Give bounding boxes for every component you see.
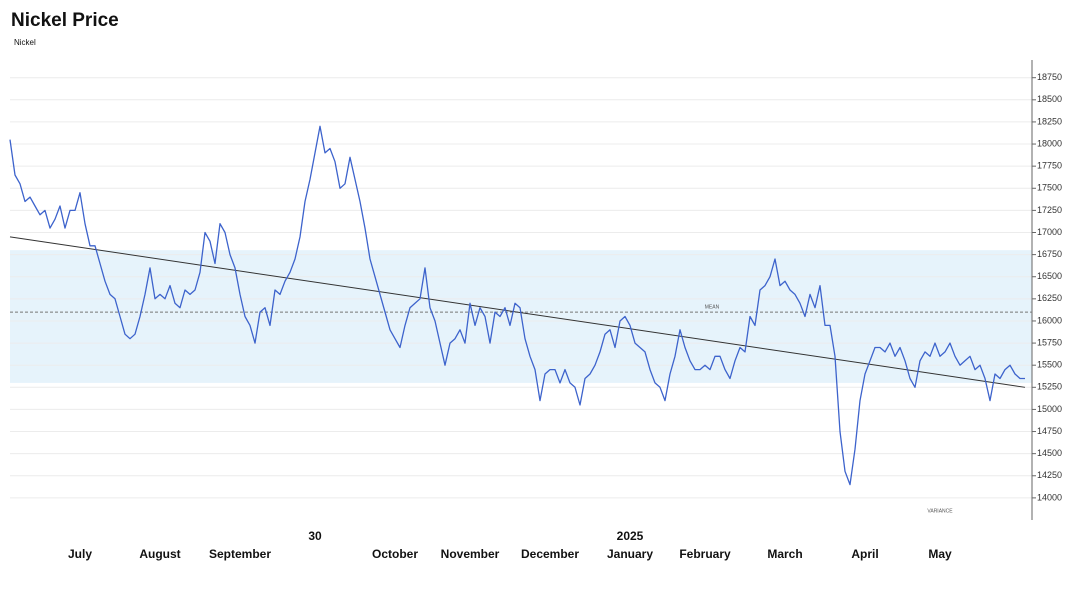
y-tick-label: 15000: [1037, 404, 1062, 414]
y-tick-label: 18000: [1037, 138, 1062, 148]
series-label: Nickel: [14, 38, 36, 47]
y-tick-label: 18500: [1037, 94, 1062, 104]
x-tick-label: October: [372, 547, 418, 561]
x-tick-label: May: [928, 547, 952, 561]
y-tick-label: 14250: [1037, 470, 1062, 480]
x-tick-label: March: [767, 547, 802, 561]
x-tick-label: August: [139, 547, 180, 561]
price-line: [9, 125, 1025, 486]
y-tick-label: 18250: [1037, 116, 1062, 126]
y-tick-label: 15750: [1037, 337, 1062, 347]
y-tick-label: 16750: [1037, 249, 1062, 259]
x-tick-label: January: [607, 547, 653, 561]
y-tick-label: 18750: [1037, 72, 1062, 82]
y-tick-label: 15250: [1037, 382, 1062, 392]
x-tick-label: July: [68, 547, 92, 561]
y-tick-label: 17250: [1037, 205, 1062, 215]
y-tick-label: 17500: [1037, 183, 1062, 193]
y-tick-label: 17750: [1037, 161, 1062, 171]
x-upper-label: 2025: [617, 529, 644, 543]
x-tick-label: September: [209, 547, 271, 561]
x-tick-label: April: [851, 547, 878, 561]
x-tick-label: December: [521, 547, 579, 561]
y-tick-label: 17000: [1037, 227, 1062, 237]
mean-label: MEAN: [705, 304, 720, 310]
x-tick-label: February: [679, 547, 731, 561]
y-tick-label: 14000: [1037, 492, 1062, 502]
x-upper-label: 30: [308, 529, 322, 543]
chart-title: Nickel Price: [11, 10, 119, 31]
trend-line: [9, 236, 1026, 388]
annotation: VARIANCE: [927, 508, 953, 514]
y-tick-label: 15500: [1037, 360, 1062, 370]
y-tick-label: 16000: [1037, 315, 1062, 325]
y-tick-label: 16250: [1037, 293, 1062, 303]
y-tick-label: 14500: [1037, 448, 1062, 458]
x-tick-label: November: [441, 547, 500, 561]
y-tick-label: 14750: [1037, 426, 1062, 436]
y-tick-label: 16500: [1037, 271, 1062, 281]
